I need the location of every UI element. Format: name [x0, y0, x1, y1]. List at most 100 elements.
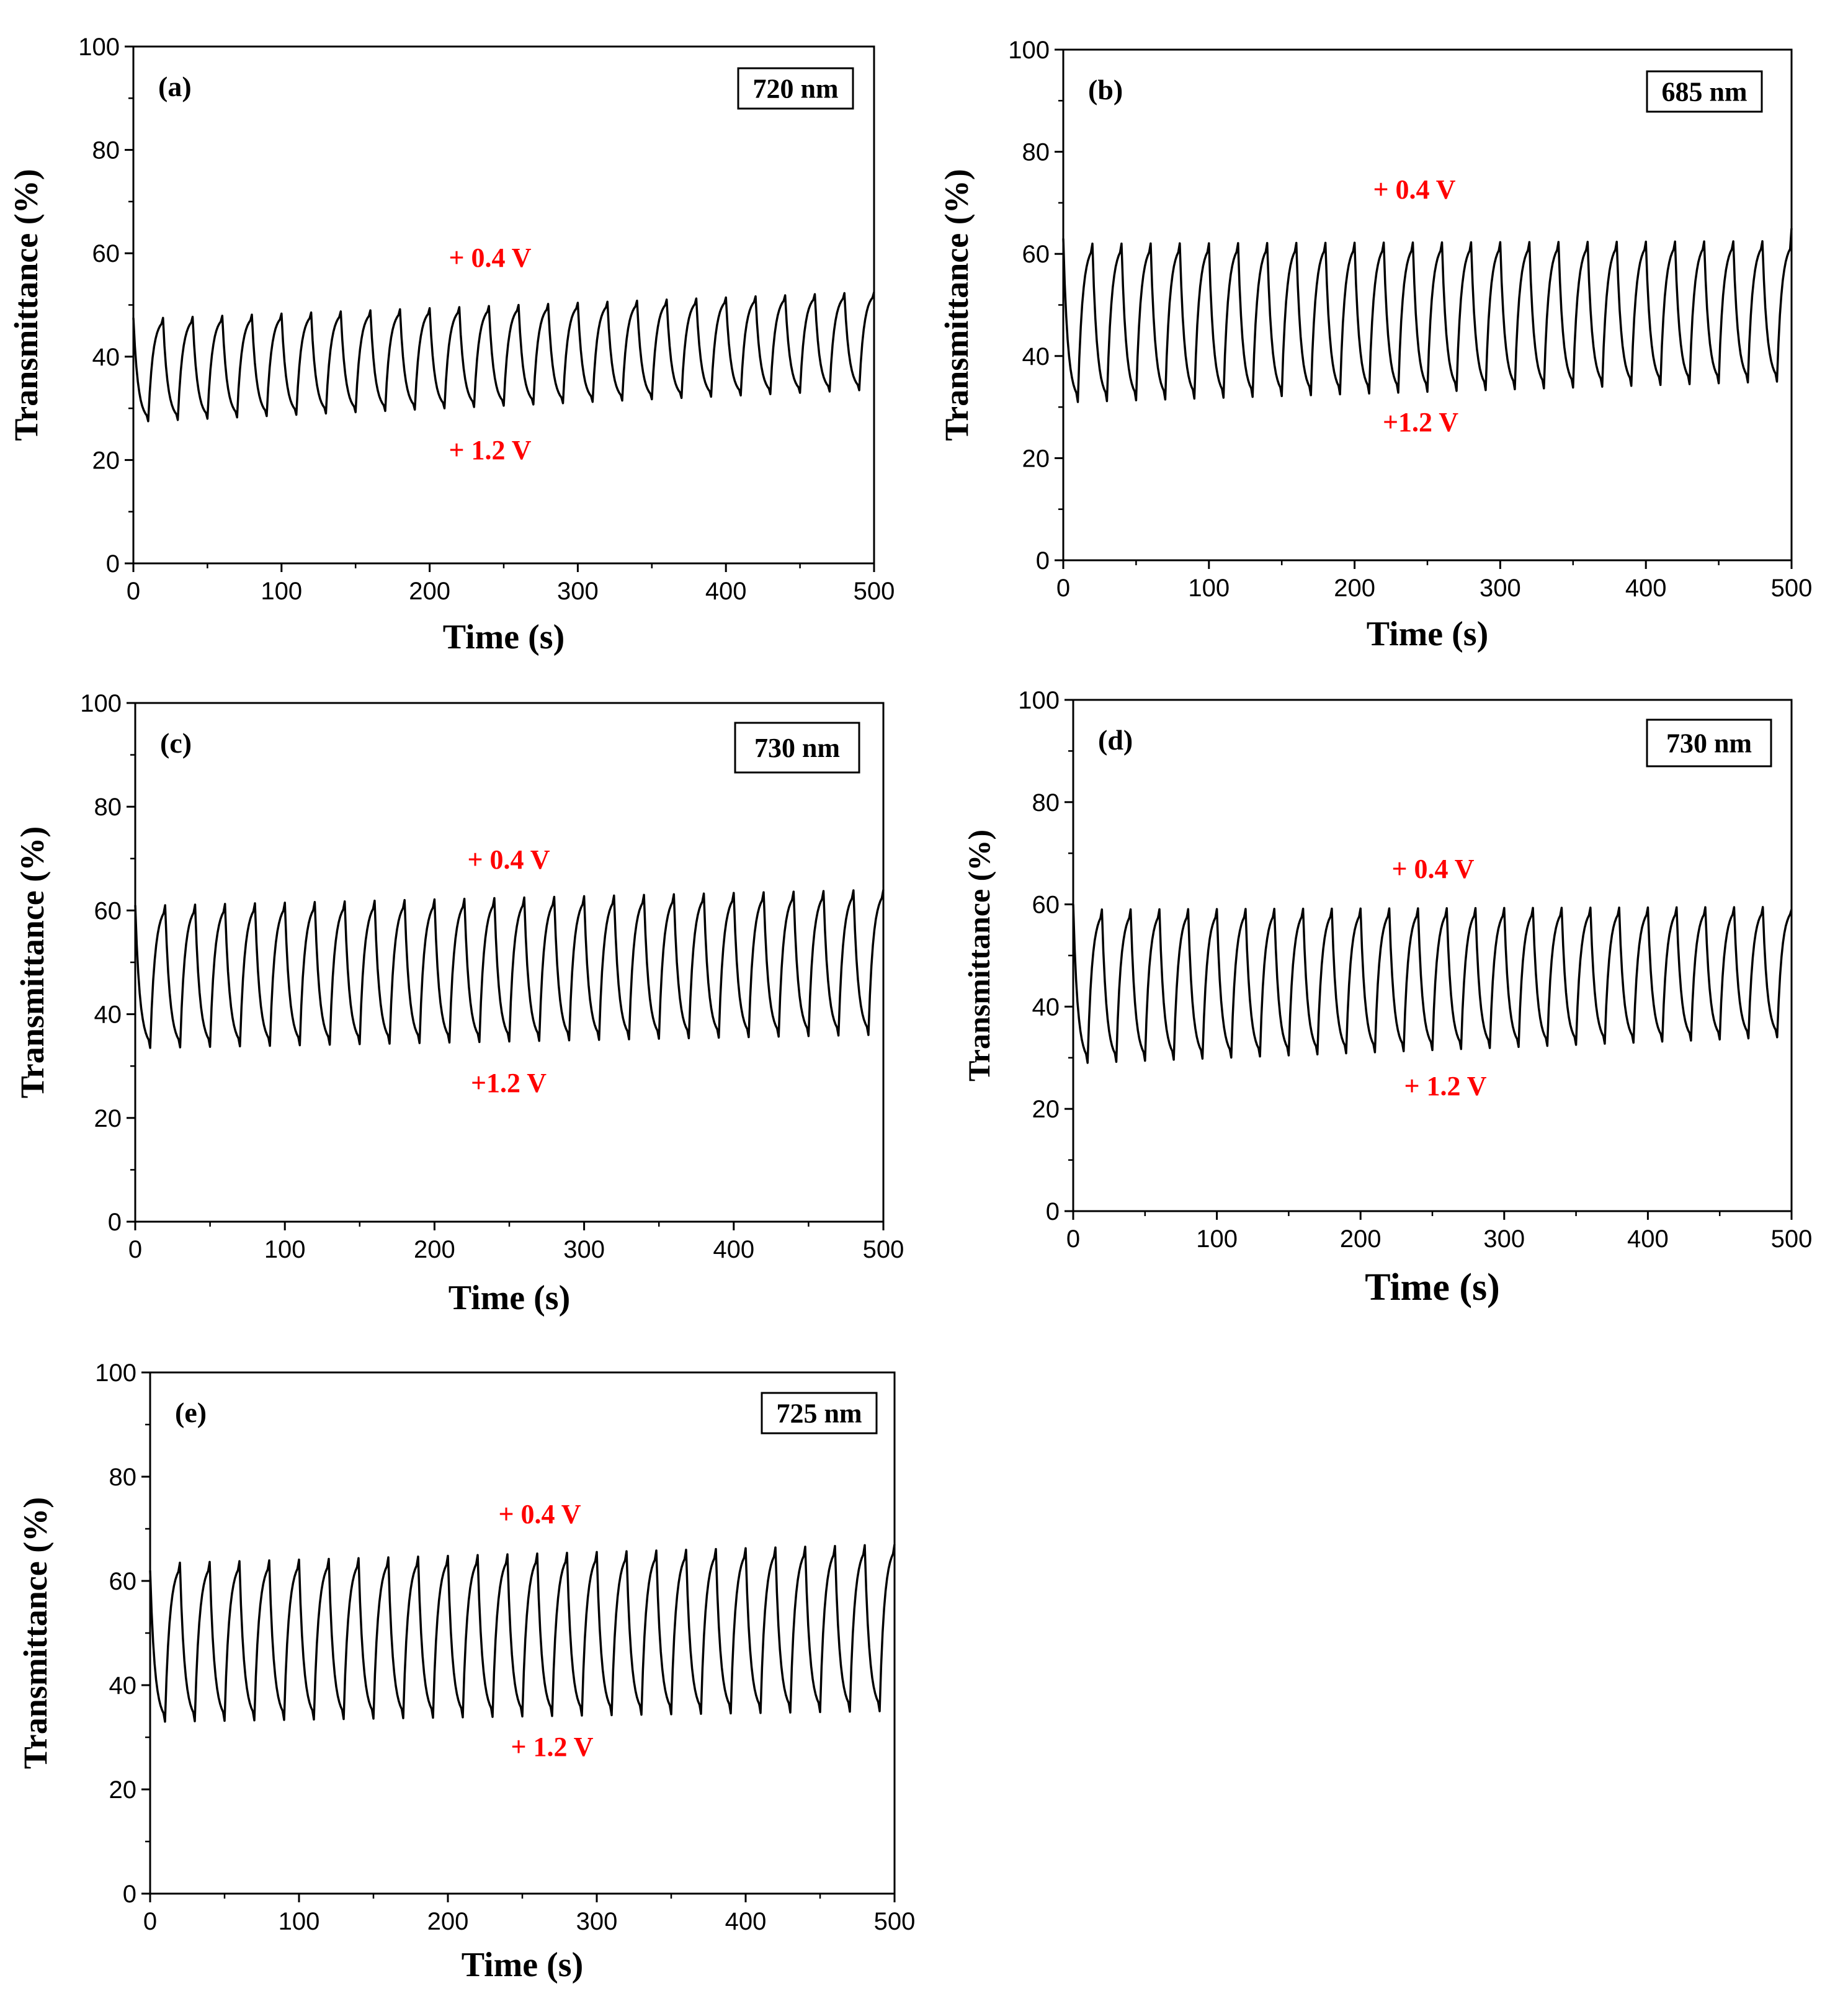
x-tick-label: 200 [409, 578, 450, 605]
x-tick-label: 400 [1625, 575, 1667, 602]
y-tick-label: 0 [106, 550, 120, 578]
x-tick-label: 200 [414, 1236, 455, 1263]
y-tick-label: 40 [1022, 343, 1050, 370]
y-tick-label: 20 [1022, 445, 1050, 472]
y-tick-label: 100 [1008, 37, 1050, 64]
x-tick-label: 200 [427, 1908, 469, 1935]
panel-label: (d) [1098, 724, 1133, 756]
wavelength-label: 685 nm [1661, 77, 1747, 107]
wavelength-label: 730 nm [1666, 728, 1752, 759]
transmittance-series-line [132, 292, 875, 423]
x-tick-label: 400 [713, 1236, 754, 1263]
wavelength-label: 730 nm [754, 733, 840, 763]
transmittance-series-line [1072, 904, 1793, 1064]
x-tick-label: 500 [854, 578, 895, 605]
x-tick-label: 300 [1480, 575, 1521, 602]
x-tick-label: 100 [279, 1908, 320, 1935]
y-tick-label: 100 [78, 34, 120, 61]
x-tick-label: 0 [127, 578, 140, 605]
chart-panel-5: 0 20 40 60 80 100 0 100 200 300 400 500 Time (s) Tran… [17, 1359, 915, 1984]
wavelength-box [734, 722, 860, 774]
y-tick-label: 80 [109, 1464, 137, 1491]
x-tick-label: 200 [1334, 575, 1375, 602]
wavelength-box [1646, 718, 1772, 768]
y-tick-label: 20 [92, 447, 120, 474]
x-tick-label: 100 [1196, 1225, 1238, 1253]
y-tick-label: 0 [123, 1881, 136, 1908]
x-tick-label: 100 [1188, 575, 1230, 602]
transmittance-series-line [149, 1544, 896, 1723]
chart-panel-2: 0 20 40 60 80 100 0 100 200 300 400 500 Time (s) Tran… [938, 37, 1812, 653]
x-axis-title: Time (s) [462, 1946, 584, 1984]
y-tick-label: 100 [95, 1359, 136, 1387]
color-voltage-label: + 1.2 V [1404, 1071, 1486, 1101]
x-tick-label: 300 [1483, 1225, 1525, 1253]
y-axis-title: Transmittance (%) [938, 169, 975, 441]
color-voltage-label: +1.2 V [1383, 407, 1458, 437]
x-tick-label: 0 [1066, 1225, 1080, 1253]
x-tick-label: 500 [863, 1236, 904, 1263]
x-tick-label: 300 [576, 1908, 618, 1935]
color-voltage-label: + 1.2 V [511, 1732, 593, 1762]
x-tick-label: 0 [143, 1908, 157, 1935]
color-voltage-label: + 1.2 V [449, 435, 531, 465]
panel-label: (c) [160, 727, 192, 759]
x-tick-label: 0 [128, 1236, 142, 1263]
chart-panel-4: 0 20 40 60 80 100 0 100 200 300 400 500 Time (s) Tran… [962, 687, 1812, 1309]
panel-label: (a) [158, 71, 192, 102]
x-tick-label: 500 [874, 1908, 916, 1935]
y-tick-label: 60 [94, 897, 122, 924]
y-tick-label: 0 [108, 1209, 122, 1236]
y-tick-label: 20 [1032, 1096, 1060, 1123]
y-axis-title: Transmittance (%) [14, 826, 51, 1098]
x-tick-label: 500 [1771, 1225, 1813, 1253]
x-tick-label: 300 [557, 578, 599, 605]
y-tick-label: 40 [109, 1672, 137, 1699]
y-tick-label: 60 [1032, 892, 1060, 919]
bleach-voltage-label: + 0.4 V [1391, 854, 1474, 884]
y-tick-label: 80 [1032, 789, 1060, 817]
x-axis-title: Time (s) [1367, 615, 1489, 653]
x-tick-label: 400 [725, 1908, 767, 1935]
x-tick-label: 300 [563, 1236, 605, 1263]
y-tick-label: 20 [109, 1776, 137, 1804]
color-voltage-label: +1.2 V [471, 1068, 547, 1098]
wavelength-box [1646, 70, 1763, 113]
y-tick-label: 40 [1032, 993, 1060, 1021]
y-tick-label: 80 [92, 137, 120, 164]
chart-panel-3: 0 20 40 60 80 100 0 100 200 300 400 500 Time (s) Tran… [14, 690, 904, 1317]
x-tick-label: 400 [705, 578, 747, 605]
y-tick-label: 0 [1036, 547, 1050, 575]
wavelength-box [761, 1392, 878, 1434]
y-tick-label: 60 [109, 1568, 137, 1595]
bleach-voltage-label: + 0.4 V [467, 844, 550, 875]
x-tick-label: 200 [1340, 1225, 1382, 1253]
y-tick-label: 20 [94, 1105, 122, 1132]
y-axis-title: Transmittance (%) [962, 830, 996, 1081]
y-tick-label: 80 [94, 794, 122, 821]
y-tick-label: 60 [1022, 241, 1050, 268]
y-axis-title: Transmittance (%) [17, 1497, 54, 1769]
chart-panel-1: 0 20 40 60 80 100 0 100 200 300 400 500 Time (s) Tran… [7, 34, 895, 656]
y-tick-label: 0 [1046, 1198, 1060, 1225]
bleach-voltage-label: + 0.4 V [498, 1499, 581, 1529]
x-tick-label: 100 [264, 1236, 306, 1263]
transmittance-series-line [134, 889, 885, 1049]
wavelength-box [737, 67, 854, 110]
x-tick-label: 0 [1056, 575, 1070, 602]
bleach-voltage-label: + 0.4 V [449, 243, 531, 273]
transmittance-series-line [1062, 228, 1793, 403]
wavelength-label: 725 nm [776, 1399, 862, 1429]
y-tick-label: 80 [1022, 139, 1050, 166]
panel-label: (e) [175, 1397, 207, 1428]
x-tick-label: 100 [261, 578, 302, 605]
x-axis-title: Time (s) [449, 1279, 571, 1317]
bleach-voltage-label: + 0.4 V [1373, 174, 1455, 205]
y-tick-label: 100 [1018, 687, 1060, 714]
y-tick-label: 40 [94, 1001, 122, 1029]
x-axis-title: Time (s) [1365, 1266, 1500, 1309]
x-tick-label: 500 [1771, 575, 1813, 602]
y-tick-label: 100 [80, 690, 122, 717]
